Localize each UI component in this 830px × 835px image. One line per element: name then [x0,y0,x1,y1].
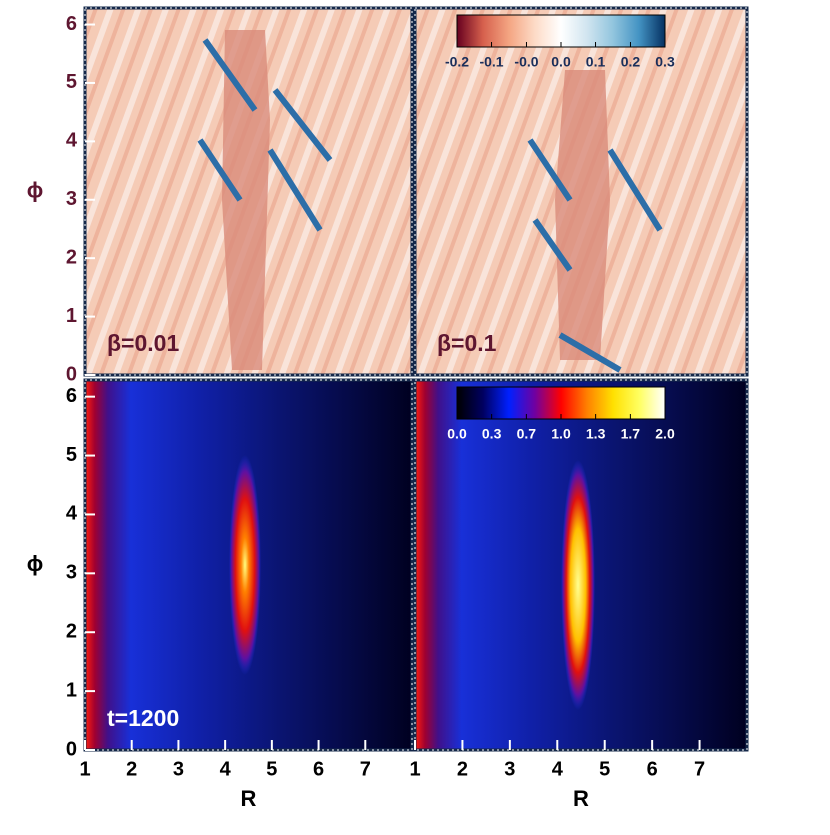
x-tick-label: 1 [409,758,420,780]
y-tick-label: 2 [66,621,77,643]
y-tick-label: 4 [66,130,78,152]
x-tick-label: 6 [313,758,324,780]
x-tick-label: 5 [599,758,610,780]
panel-frame-dash [414,7,748,376]
panel-frame-dash [84,7,413,376]
colorbar-tick-label: -0.1 [479,54,503,70]
y-tick-label: 5 [66,444,77,466]
annotation: t=1200 [107,705,179,731]
panel-frame-dash [414,379,748,751]
colorbar-tick-label: -0.0 [514,54,538,70]
y-tick-label: 1 [66,679,77,701]
x-axis-label: R [573,786,589,811]
y-tick-label: 6 [66,385,77,407]
annotation: β=0.01 [107,330,179,356]
x-tick-label: 2 [457,758,468,780]
y-tick-label: 0 [66,363,77,385]
colorbar-tick-label: 0.0 [447,426,467,442]
y-tick-label: 0 [66,738,77,760]
colorbar-tick-label: 0.7 [517,426,537,442]
colorbar-tick-label: 0.2 [621,54,641,70]
annotation: β=0.1 [437,330,497,356]
x-tick-label: 4 [220,758,232,780]
y-tick-label: 3 [66,562,77,584]
x-tick-label: 3 [504,758,515,780]
y-tick-label: 5 [66,71,77,93]
x-axis-label: R [241,786,257,811]
field-decoration [85,8,747,750]
x-tick-label: 3 [173,758,184,780]
colorbar [456,386,666,420]
colorbar-tick-label: 0.1 [586,54,606,70]
x-tick-label: 6 [647,758,658,780]
x-tick-label: 7 [694,758,705,780]
x-tick-label: 5 [266,758,277,780]
panel-frame-dash [84,379,413,751]
y-tick-label: 3 [66,188,77,210]
colorbar-tick-label: 0.0 [551,54,571,70]
y-axis-label: ϕ [27,177,44,202]
colorbar-tick-label: 0.3 [482,426,502,442]
x-tick-label: 4 [552,758,564,780]
colorbar-tick-label: 1.0 [551,426,571,442]
y-tick-label: 6 [66,13,77,35]
colorbar-tick-label: -0.2 [445,54,469,70]
y-tick-label: 4 [66,503,78,525]
colorbar-tick-label: 1.3 [586,426,606,442]
x-tick-label: 2 [126,758,137,780]
y-tick-label: 1 [66,305,77,327]
y-axis-label: ϕ [27,551,44,576]
colorbar-tick-label: 1.7 [621,426,641,442]
x-tick-label: 7 [360,758,371,780]
colorbar-tick-label: 2.0 [655,426,675,442]
x-tick-label: 1 [79,758,90,780]
colorbar-tick-label: 0.3 [655,54,675,70]
y-tick-label: 2 [66,246,77,268]
